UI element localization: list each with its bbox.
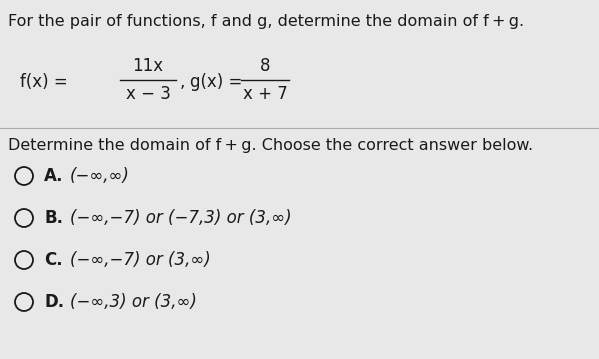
Text: Determine the domain of f + g. Choose the correct answer below.: Determine the domain of f + g. Choose th… [8,138,533,153]
Text: D.: D. [44,293,64,311]
Text: ,: , [180,73,185,91]
Text: For the pair of functions, f and g, determine the domain of f + g.: For the pair of functions, f and g, dete… [8,14,524,29]
Text: C.: C. [44,251,63,269]
Text: g(x) =: g(x) = [190,73,243,91]
Text: (−∞,−7) or (3,∞): (−∞,−7) or (3,∞) [70,251,211,269]
Text: B.: B. [44,209,63,227]
Text: 8: 8 [260,57,270,75]
Text: x + 7: x + 7 [243,85,288,103]
Text: f(x) =: f(x) = [20,73,68,91]
Text: (−∞,−7) or (−7,3) or (3,∞): (−∞,−7) or (−7,3) or (3,∞) [70,209,292,227]
Text: (−∞,∞): (−∞,∞) [70,167,130,185]
Text: x − 3: x − 3 [126,85,171,103]
Text: A.: A. [44,167,63,185]
Text: 11x: 11x [132,57,164,75]
Text: (−∞,3) or (3,∞): (−∞,3) or (3,∞) [70,293,197,311]
